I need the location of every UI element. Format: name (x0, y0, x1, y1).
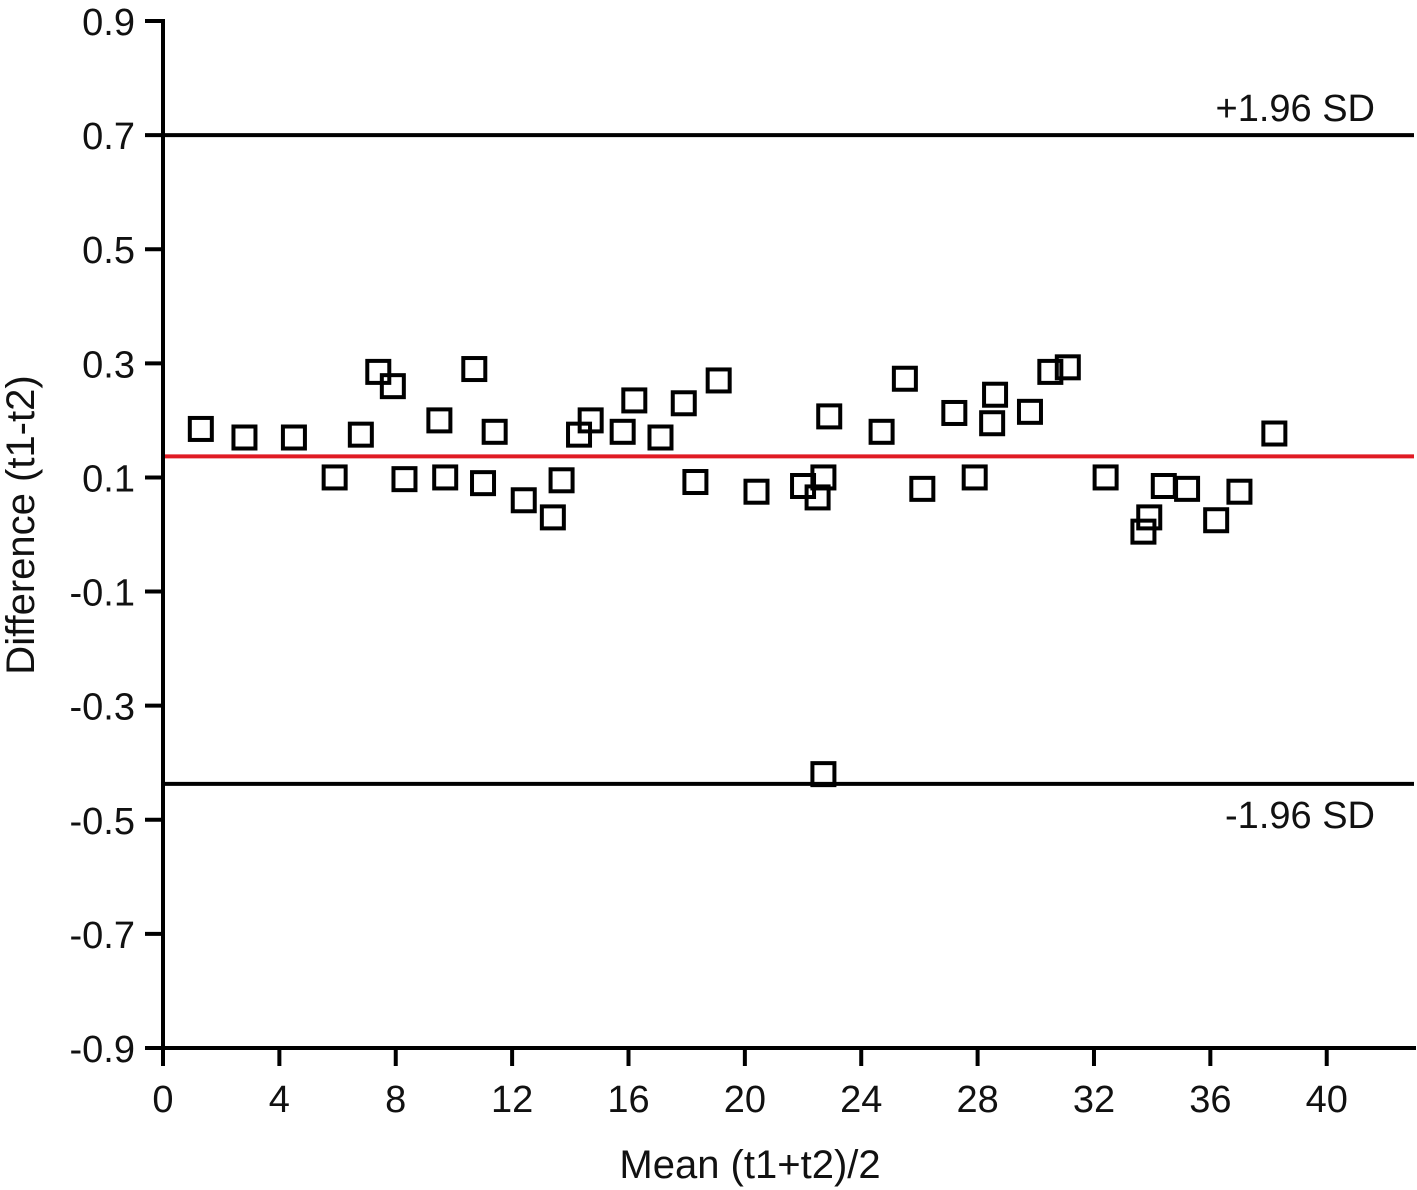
data-point (432, 464, 459, 491)
data-point (187, 415, 214, 442)
x-tick-label: 12 (491, 1079, 533, 1121)
data-point (810, 761, 837, 788)
data-point (1016, 398, 1043, 425)
data-point (461, 356, 488, 383)
data-point (1150, 473, 1177, 500)
data-point (577, 407, 604, 434)
data-point (347, 421, 374, 448)
data-point (979, 410, 1006, 437)
data-point (231, 424, 258, 451)
data-point (961, 464, 988, 491)
upper-limit-label: +1.96 SD (1216, 88, 1376, 130)
data-point (481, 418, 508, 445)
x-axis-label: Mean (t1+t2)/2 (619, 1143, 880, 1187)
x-tick-label: 20 (724, 1079, 766, 1121)
data-point (391, 466, 418, 493)
x-tick-label: 4 (269, 1079, 290, 1121)
y-tick-label: -0.7 (70, 915, 135, 957)
data-point (909, 475, 936, 502)
data-point (548, 467, 575, 494)
data-point (280, 424, 307, 451)
data-point (682, 469, 709, 496)
y-tick-label: 0.3 (82, 344, 135, 386)
data-point (1226, 478, 1253, 505)
data-point (609, 418, 636, 445)
y-tick-label: -0.9 (70, 1029, 135, 1071)
x-tick-label: 36 (1189, 1079, 1231, 1121)
y-tick-label: -0.3 (70, 687, 135, 729)
x-tick-label: 24 (840, 1079, 882, 1121)
data-point (539, 504, 566, 531)
data-point (670, 390, 697, 417)
y-tick-label: 0.1 (82, 458, 135, 500)
data-point (816, 403, 843, 430)
data-point (743, 478, 770, 505)
data-point (1130, 518, 1157, 545)
y-tick-label: 0.7 (82, 116, 135, 158)
y-axis: 0.9 0.7 0.5 0.3 0.1 -0.1 -0.3 -0.5 -0.7 -0.9 (70, 2, 165, 1071)
data-point (810, 464, 837, 491)
x-tick-label: 0 (152, 1079, 173, 1121)
data-point (426, 407, 453, 434)
y-tick-label: -0.5 (70, 801, 135, 843)
y-tick-label: 0.9 (82, 2, 135, 44)
data-point (705, 367, 732, 394)
data-point (1203, 507, 1230, 534)
data-point (1054, 354, 1081, 381)
data-point (1092, 464, 1119, 491)
lower-limit-label: -1.96 SD (1225, 795, 1375, 837)
y-tick-label: -0.1 (70, 573, 135, 615)
reference-lines (163, 133, 1414, 786)
data-point (470, 470, 497, 497)
data-point (891, 365, 918, 392)
y-tick-label: 0.5 (82, 230, 135, 272)
x-tick-label: 16 (607, 1079, 649, 1121)
data-point (379, 373, 406, 400)
data-point (510, 487, 537, 514)
data-point (1037, 358, 1064, 385)
data-point (621, 387, 648, 414)
data-point (1261, 420, 1288, 447)
data-point (804, 484, 831, 511)
data-points (187, 354, 1288, 788)
data-point (1174, 475, 1201, 502)
data-point (941, 399, 968, 426)
x-tick-label: 28 (956, 1079, 998, 1121)
x-tick-label: 40 (1306, 1079, 1348, 1121)
data-point (868, 418, 895, 445)
y-axis-label: Difference (t1-t2) (0, 375, 43, 674)
data-point (365, 358, 392, 385)
x-tick-label: 32 (1073, 1079, 1115, 1121)
ref-line-labels: +1.96 SD -1.96 SD (1216, 88, 1376, 837)
x-axis: 0 4 8 12 16 20 24 28 32 36 40 (152, 1046, 1416, 1121)
data-point (647, 424, 674, 451)
data-point (982, 381, 1009, 408)
x-tick-label: 8 (385, 1079, 406, 1121)
data-point (321, 464, 348, 491)
data-point (1136, 504, 1163, 531)
